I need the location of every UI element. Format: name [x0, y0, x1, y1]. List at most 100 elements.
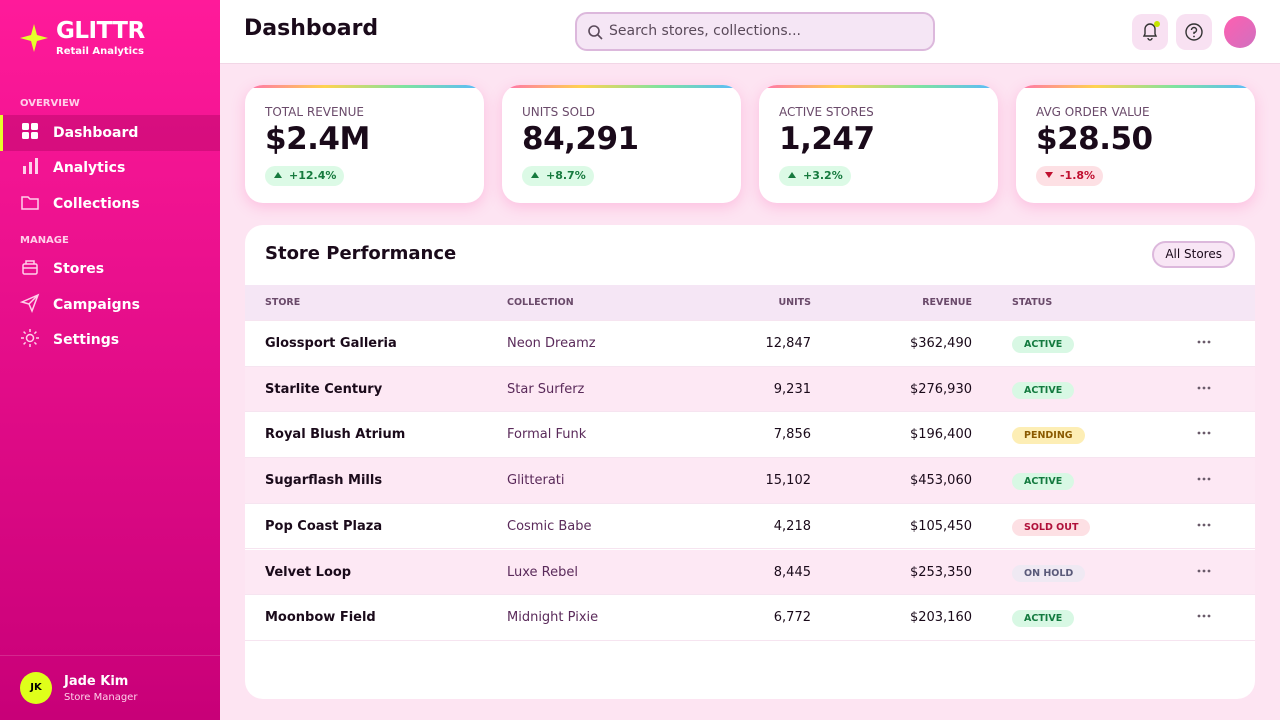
nav-label: Analytics [53, 160, 126, 177]
nav-item[interactable]: Dashboard [0, 115, 220, 151]
cell-units: 4,218 [773, 518, 811, 534]
status-pill: ACTIVE [1012, 336, 1075, 353]
kpi-label: TOTAL REVENUE [265, 105, 364, 119]
row-menu[interactable] [1196, 563, 1212, 578]
page-title: Dashboard [244, 16, 379, 41]
row-menu[interactable] [1196, 608, 1212, 623]
table-row: Pop Coast Plaza Cosmic Babe 4,218 $105,450 S… [245, 503, 1255, 550]
cell-store: Glossport Galleria [265, 336, 397, 351]
cell-collection: Glitterati [507, 473, 565, 489]
nav-icon [19, 293, 40, 317]
kpi-change-value: +8.7% [546, 169, 586, 182]
trend-arrow [787, 169, 803, 182]
kpi-card: UNITS SOLD 84,291 +8.7% [502, 85, 741, 203]
notifications-button[interactable] [1132, 14, 1168, 50]
cell-store: Royal Blush Atrium [265, 427, 406, 443]
cell-store: Starlite Century [265, 381, 383, 397]
kpi-card: ACTIVE STORES 1,247 +3.2% [759, 85, 998, 203]
status-pill: ON HOLD [1012, 564, 1086, 582]
row-menu[interactable] [1196, 425, 1212, 440]
cell-revenue: $196,400 [909, 427, 972, 443]
cell-revenue: $253,350 [909, 564, 972, 580]
kpi-change-value: +12.4% [289, 169, 337, 182]
sidebar: GLITTR Retail Analytics OVERVIEW Dashboar… [0, 0, 220, 720]
column-header: COLLECTION [507, 297, 574, 308]
kpi-value: 1,247 [779, 121, 875, 157]
cell-collection: Cosmic Babe [507, 518, 592, 534]
cell-collection: Formal Funk [507, 427, 587, 443]
nav-item[interactable]: Campaigns [0, 287, 220, 323]
search-placeholder: Search stores, collections... [609, 23, 801, 39]
kpi-value: 84,291 [522, 121, 639, 157]
cell-store: Moonbow Field [265, 610, 376, 626]
cell-collection: Luxe Rebel [507, 564, 578, 580]
nav-section-label: OVERVIEW [20, 98, 80, 109]
kpi-change: -1.8% [1036, 166, 1104, 186]
nav-section-label: MANAGE [20, 234, 69, 246]
cell-revenue: $105,450 [909, 518, 972, 534]
status-pill: ACTIVE [1012, 610, 1075, 628]
table-row: Moonbow Field Midnight Pixie 6,772 $203,160… [245, 595, 1255, 641]
kpi-change-value: +3.2% [803, 169, 843, 182]
kpi-value: $2.4M [265, 121, 370, 157]
nav-item[interactable]: Settings [0, 323, 220, 359]
column-header: STATUS [1012, 297, 1053, 308]
nav-icon [20, 156, 40, 180]
nav-label: Settings [53, 332, 120, 349]
profile-avatar[interactable] [1224, 16, 1256, 48]
table-row: Sugarflash Mills Glitterati 15,102 $453,060… [245, 458, 1255, 504]
nav-icon [20, 257, 40, 281]
kpi-card: TOTAL REVENUE $2.4M +12.4% [245, 85, 484, 203]
kpi-value: $28.50 [1036, 121, 1153, 157]
user-profile[interactable]: JK Jade Kim Store Manager [0, 655, 220, 720]
row-menu[interactable] [1196, 334, 1212, 349]
nav-label: Campaigns [53, 296, 140, 313]
search-icon [588, 25, 603, 40]
header: Dashboard Search stores, collections... [220, 0, 1280, 64]
nav-item[interactable]: Collections [0, 186, 220, 222]
status-pill: SOLD OUT [1012, 518, 1091, 536]
user-name: Jade Kim [64, 674, 129, 689]
table-row: Glossport Galleria Neon Dreamz 12,847 $362,… [245, 321, 1255, 367]
cell-revenue: $453,060 [909, 473, 972, 489]
nav-icon [20, 192, 40, 216]
nav: OVERVIEW Dashboard Analytics Collections MAN… [0, 93, 220, 358]
trend-arrow [273, 169, 289, 182]
row-menu[interactable] [1196, 380, 1212, 395]
store-table-card: Store Performance All Stores STORE COLLEC… [245, 225, 1255, 699]
column-header: STORE [265, 297, 301, 308]
user-avatar: JK [20, 672, 52, 704]
kpi-label: UNITS SOLD [522, 105, 596, 119]
status-pill: ACTIVE [1012, 473, 1075, 491]
cell-units: 8,445 [773, 564, 811, 580]
cell-collection: Midnight Pixie [507, 610, 599, 626]
user-role: Store Manager [64, 692, 138, 703]
cell-units: 7,856 [773, 427, 811, 443]
search-box[interactable]: Search stores, collections... [575, 12, 935, 51]
cell-units: 12,847 [765, 336, 812, 351]
kpi-change: +12.4% [265, 166, 345, 186]
table-title: Store Performance [265, 243, 457, 264]
row-menu[interactable] [1196, 517, 1212, 532]
nav-item[interactable]: Stores [0, 252, 220, 288]
nav-icon [20, 121, 40, 145]
nav-label: Stores [53, 261, 105, 278]
nav-item[interactable]: Analytics [0, 151, 220, 187]
filter-button[interactable]: All Stores [1152, 241, 1235, 268]
brand-tagline: Retail Analytics [56, 46, 144, 57]
kpi-change: +8.7% [522, 166, 594, 186]
column-header: UNITS [778, 297, 811, 308]
kpi-label: ACTIVE STORES [779, 105, 874, 119]
nav-label: Dashboard [53, 124, 139, 141]
kpi-change: +3.2% [779, 166, 851, 186]
nav-icon [20, 328, 40, 352]
cell-collection: Star Surferz [507, 381, 585, 397]
status-pill: PENDING [1012, 427, 1085, 445]
table-row: Royal Blush Atrium Formal Funk 7,856 $196,4… [245, 412, 1255, 459]
help-button[interactable] [1176, 14, 1212, 50]
row-menu[interactable] [1196, 471, 1212, 486]
trend-arrow [1044, 169, 1060, 182]
cell-store: Velvet Loop [265, 564, 352, 580]
